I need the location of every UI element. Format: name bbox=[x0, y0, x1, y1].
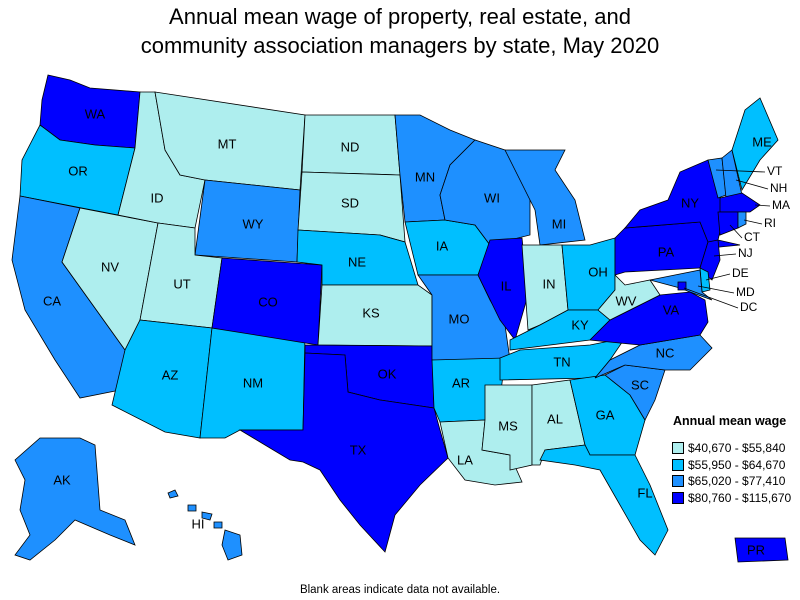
state-FL bbox=[539, 444, 669, 556]
label-VA: VA bbox=[663, 302, 680, 317]
label-MI: MI bbox=[552, 216, 566, 231]
label-OR: OR bbox=[68, 163, 88, 178]
label-CT: CT bbox=[744, 230, 761, 244]
label-AK: AK bbox=[53, 472, 71, 487]
label-IA: IA bbox=[436, 238, 449, 253]
legend-swatch bbox=[672, 458, 684, 471]
label-OH: OH bbox=[588, 264, 608, 279]
legend-label: $55,950 - $64,670 bbox=[688, 457, 786, 472]
state-ME bbox=[731, 97, 779, 192]
leader-CT bbox=[729, 224, 743, 239]
label-LA: LA bbox=[457, 452, 473, 467]
label-OK: OK bbox=[378, 366, 397, 381]
label-IN: IN bbox=[543, 276, 556, 291]
legend-item: $80,760 - $115,670 bbox=[672, 490, 791, 507]
label-TN: TN bbox=[553, 354, 570, 369]
label-FL: FL bbox=[637, 485, 652, 500]
label-ME: ME bbox=[752, 134, 772, 149]
legend-label: $80,760 - $115,670 bbox=[688, 490, 792, 505]
leader-DC bbox=[683, 287, 739, 309]
label-NJ: NJ bbox=[738, 246, 753, 260]
label-HI: HI bbox=[192, 516, 205, 531]
state-labels: WA OR CA NV ID MT WY UT AZ NM CO ND SD N… bbox=[43, 106, 772, 500]
label-SD: SD bbox=[341, 195, 359, 210]
state-DC bbox=[677, 281, 687, 291]
label-IL: IL bbox=[501, 278, 512, 293]
label-NC: NC bbox=[656, 345, 675, 360]
state-NC bbox=[594, 334, 713, 379]
legend-swatch bbox=[672, 442, 684, 455]
callout-labels: VT NH MA RI CT NJ DE MD DC bbox=[683, 164, 790, 314]
legend-swatch bbox=[672, 475, 684, 488]
label-ID: ID bbox=[151, 190, 164, 205]
state-HI bbox=[167, 489, 243, 561]
map-title-line-2: community association managers by state,… bbox=[140, 33, 660, 58]
label-NM: NM bbox=[243, 375, 263, 390]
state-RI bbox=[737, 211, 747, 229]
label-WY: WY bbox=[243, 216, 264, 231]
label-CA: CA bbox=[43, 293, 61, 308]
state-CT bbox=[717, 211, 739, 236]
legend: Annual mean wage $40,670 - $55,840 $55,9… bbox=[672, 414, 791, 506]
label-WV: WV bbox=[616, 293, 637, 308]
label-AR: AR bbox=[452, 375, 470, 390]
leader-NJ bbox=[713, 253, 737, 257]
label-CO: CO bbox=[258, 294, 278, 309]
label-DC: DC bbox=[740, 300, 758, 314]
state-AK bbox=[14, 437, 136, 561]
label-MO: MO bbox=[449, 311, 470, 326]
state-MA bbox=[719, 192, 761, 213]
legend-label: $40,670 - $55,840 bbox=[688, 441, 786, 456]
map-title-line-1: Annual mean wage of property, real estat… bbox=[169, 4, 631, 29]
label-WA: WA bbox=[85, 106, 106, 121]
label-AZ: AZ bbox=[162, 367, 179, 382]
label-NV: NV bbox=[101, 259, 119, 274]
state-MI bbox=[504, 149, 586, 246]
leader-NH bbox=[735, 179, 769, 190]
state-PR bbox=[734, 537, 789, 563]
label-PA: PA bbox=[658, 244, 675, 259]
label-SC: SC bbox=[631, 377, 649, 392]
legend-item: $65,020 - $77,410 bbox=[672, 473, 791, 490]
territory-labels: AK HI PR bbox=[53, 472, 765, 557]
label-DE: DE bbox=[732, 266, 749, 280]
label-MA: MA bbox=[772, 198, 790, 212]
label-VT: VT bbox=[767, 164, 783, 178]
label-KS: KS bbox=[362, 305, 380, 320]
leader-RI bbox=[743, 219, 763, 225]
leader-VT bbox=[715, 169, 766, 173]
legend-item: $55,950 - $64,670 bbox=[672, 457, 791, 474]
legend-item: $40,670 - $55,840 bbox=[672, 440, 791, 457]
label-GA: GA bbox=[596, 407, 615, 422]
label-MD: MD bbox=[736, 285, 755, 299]
state-WI bbox=[439, 139, 536, 246]
label-NY: NY bbox=[681, 195, 699, 210]
leader-MA bbox=[754, 204, 771, 207]
label-UT: UT bbox=[173, 276, 190, 291]
state-TN bbox=[499, 337, 626, 381]
label-NH: NH bbox=[770, 181, 787, 195]
label-ND: ND bbox=[341, 139, 360, 154]
label-MN: MN bbox=[415, 169, 435, 184]
legend-label: $65,020 - $77,410 bbox=[688, 474, 786, 489]
label-RI: RI bbox=[764, 216, 776, 230]
label-PR: PR bbox=[747, 542, 765, 557]
label-KY: KY bbox=[571, 317, 589, 332]
label-MT: MT bbox=[218, 136, 237, 151]
label-AL: AL bbox=[547, 411, 563, 426]
label-NE: NE bbox=[348, 254, 366, 269]
footnote: Blank areas indicate data not available. bbox=[299, 584, 501, 596]
label-TX: TX bbox=[350, 442, 367, 457]
map-title: Annual mean wage of property, real estat… bbox=[0, 2, 800, 60]
label-WI: WI bbox=[484, 190, 500, 205]
legend-title: Annual mean wage bbox=[673, 414, 787, 428]
leader-MD bbox=[697, 285, 735, 294]
state-TX bbox=[238, 352, 449, 553]
legend-swatch bbox=[672, 491, 684, 504]
leader-DE bbox=[705, 273, 731, 281]
label-MS: MS bbox=[498, 418, 518, 433]
